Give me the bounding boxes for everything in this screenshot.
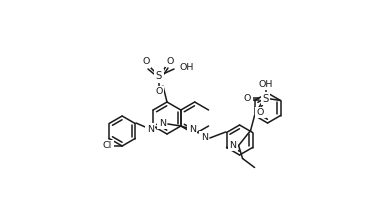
- Text: N: N: [147, 125, 154, 134]
- Text: O: O: [257, 108, 264, 117]
- Text: OH: OH: [259, 80, 273, 89]
- Text: N: N: [159, 118, 166, 128]
- Text: O: O: [155, 88, 163, 96]
- Text: Cl: Cl: [103, 141, 112, 151]
- Text: N: N: [229, 141, 237, 150]
- Text: N: N: [189, 125, 196, 134]
- Text: OH: OH: [179, 63, 194, 72]
- Text: O: O: [166, 56, 174, 66]
- Text: O: O: [244, 94, 251, 103]
- Text: N: N: [201, 132, 208, 141]
- Text: S: S: [156, 71, 162, 81]
- Text: O: O: [142, 58, 150, 66]
- Text: S: S: [262, 94, 269, 104]
